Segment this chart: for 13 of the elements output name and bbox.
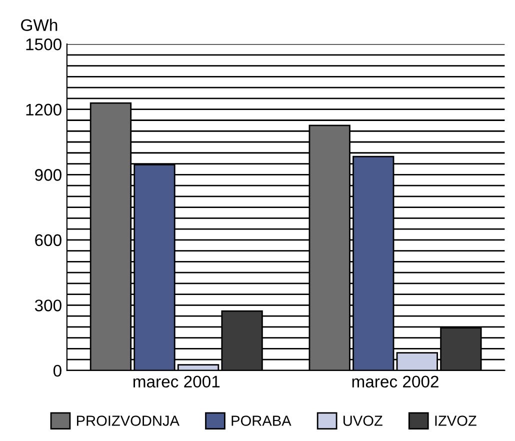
y-tick-label: 600 bbox=[35, 234, 62, 246]
legend-label: IZVOZ bbox=[435, 416, 476, 426]
legend-label: PORABA bbox=[232, 416, 292, 426]
y-tick-label: 1200 bbox=[26, 104, 62, 116]
legend-label: UVOZ bbox=[344, 416, 382, 426]
y-axis-title: GWh bbox=[21, 18, 58, 32]
y-tick-label: 1500 bbox=[26, 38, 62, 50]
legend-label: PROIZVODNJA bbox=[76, 416, 180, 426]
x-tick-label: marec 2002 bbox=[352, 376, 438, 388]
y-tick-label: 300 bbox=[34, 300, 62, 312]
y-tick-label: 900 bbox=[35, 169, 62, 181]
x-tick-label: marec 2001 bbox=[133, 376, 220, 388]
y-tick-label: 0 bbox=[53, 364, 62, 377]
